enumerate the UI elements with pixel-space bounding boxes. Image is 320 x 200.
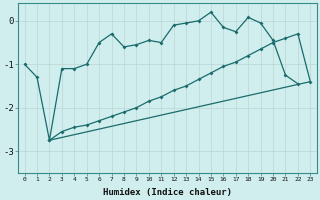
X-axis label: Humidex (Indice chaleur): Humidex (Indice chaleur) xyxy=(103,188,232,197)
